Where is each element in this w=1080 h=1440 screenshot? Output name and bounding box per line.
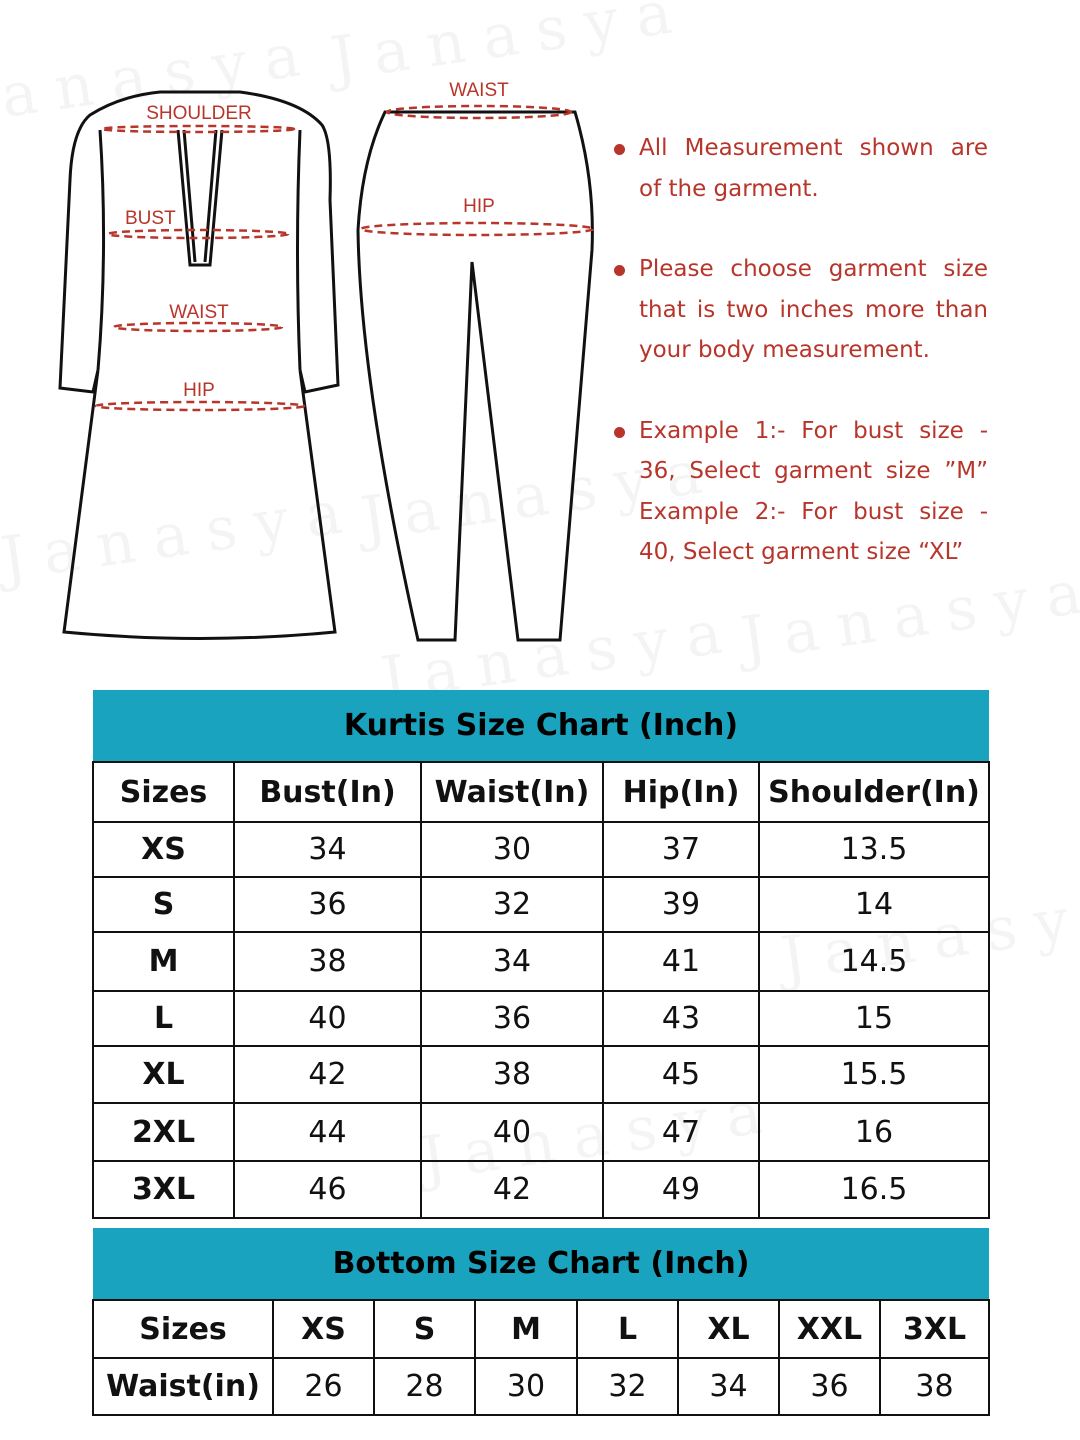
value-cell: 38 bbox=[878, 1357, 991, 1416]
header-cell: S bbox=[373, 1299, 476, 1359]
value-cell: 32 bbox=[420, 876, 604, 933]
header-cell: Sizes bbox=[92, 1299, 274, 1359]
value-cell: 30 bbox=[420, 821, 604, 878]
note-item: All Measurement shown are of the garment… bbox=[612, 128, 988, 209]
header-cell: Hip(In) bbox=[602, 761, 760, 823]
value-cell: 39 bbox=[602, 876, 760, 933]
label-pant-waist: WAIST bbox=[449, 80, 509, 101]
value-cell: 44 bbox=[233, 1102, 422, 1162]
value-cell: 38 bbox=[233, 931, 422, 992]
kurti-table-title: Kurtis Size Chart (Inch) bbox=[93, 690, 989, 762]
kurti-outline bbox=[58, 90, 340, 640]
size-notes: All Measurement shown are of the garment… bbox=[612, 128, 988, 573]
value-cell: 40 bbox=[233, 990, 422, 1047]
pant-waist-line bbox=[385, 104, 573, 120]
kurti-size-table: Kurtis Size Chart (Inch) Sizes Bust(In) … bbox=[92, 690, 990, 1219]
pant-hip-line bbox=[359, 221, 595, 237]
table-row: XL 42 38 45 15.5 bbox=[92, 1045, 990, 1104]
value-cell: 13.5 bbox=[758, 821, 990, 878]
table-row: XS 34 30 37 13.5 bbox=[92, 821, 990, 878]
size-cell: XS bbox=[92, 821, 235, 878]
value-cell: 34 bbox=[233, 821, 422, 878]
value-cell: 32 bbox=[576, 1357, 679, 1416]
size-cell: S bbox=[92, 876, 235, 933]
bust-line bbox=[106, 228, 290, 240]
table-header-row: Sizes XS S M L XL XXL 3XL bbox=[92, 1299, 991, 1359]
value-cell: 34 bbox=[420, 931, 604, 992]
value-cell: 46 bbox=[233, 1160, 422, 1219]
label-pant-hip: HIP bbox=[463, 196, 495, 217]
value-cell: 40 bbox=[420, 1102, 604, 1162]
value-cell: 15.5 bbox=[758, 1045, 990, 1104]
header-cell: M bbox=[474, 1299, 578, 1359]
value-cell: 49 bbox=[602, 1160, 760, 1219]
size-cell: M bbox=[92, 931, 235, 992]
value-cell: 14.5 bbox=[758, 931, 990, 992]
value-cell: 34 bbox=[677, 1357, 780, 1416]
note-item: Please choose garment size that is two i… bbox=[612, 249, 988, 371]
row-label: Waist(in) bbox=[92, 1357, 274, 1416]
header-cell: L bbox=[576, 1299, 679, 1359]
header-cell: XXL bbox=[778, 1299, 881, 1359]
header-cell: Sizes bbox=[92, 761, 235, 823]
header-cell: Bust(In) bbox=[233, 761, 422, 823]
table-row: M 38 34 41 14.5 bbox=[92, 931, 990, 992]
value-cell: 36 bbox=[233, 876, 422, 933]
hip-line bbox=[94, 400, 306, 412]
value-cell: 36 bbox=[420, 990, 604, 1047]
value-cell: 42 bbox=[420, 1160, 604, 1219]
note-item: Example 1:- For bust size - 36, Select g… bbox=[612, 411, 988, 573]
header-cell: XS bbox=[272, 1299, 375, 1359]
value-cell: 26 bbox=[272, 1357, 375, 1416]
value-cell: 42 bbox=[233, 1045, 422, 1104]
value-cell: 43 bbox=[602, 990, 760, 1047]
size-cell: 2XL bbox=[92, 1102, 235, 1162]
garment-diagram: SHOULDER BUST WAIST HIP WAIST HIP bbox=[58, 80, 595, 642]
value-cell: 38 bbox=[420, 1045, 604, 1104]
value-cell: 41 bbox=[602, 931, 760, 992]
value-cell: 16 bbox=[758, 1102, 990, 1162]
table-row: Waist(in) 26 28 30 32 34 36 38 bbox=[92, 1357, 991, 1416]
header-cell: Waist(In) bbox=[420, 761, 604, 823]
value-cell: 28 bbox=[373, 1357, 476, 1416]
pant-outline bbox=[356, 110, 594, 642]
table-header-row: Sizes Bust(In) Waist(In) Hip(In) Shoulde… bbox=[92, 761, 990, 823]
size-cell: L bbox=[92, 990, 235, 1047]
bottom-size-table: Bottom Size Chart (Inch) Sizes XS S M L XL XXL… bbox=[92, 1228, 991, 1416]
value-cell: 37 bbox=[602, 821, 760, 878]
waist-line bbox=[112, 321, 284, 333]
table-row: S 36 32 39 14 bbox=[92, 876, 990, 933]
size-cell: XL bbox=[92, 1045, 235, 1104]
value-cell: 30 bbox=[474, 1357, 578, 1416]
value-cell: 14 bbox=[758, 876, 990, 933]
header-cell: Shoulder(In) bbox=[758, 761, 990, 823]
value-cell: 15 bbox=[758, 990, 990, 1047]
header-cell: XL bbox=[677, 1299, 780, 1359]
label-hip: HIP bbox=[183, 380, 215, 401]
header-cell: 3XL bbox=[878, 1299, 991, 1359]
shoulder-line bbox=[100, 124, 296, 134]
value-cell: 36 bbox=[778, 1357, 881, 1416]
table-row: 3XL 46 42 49 16.5 bbox=[92, 1160, 990, 1219]
label-shoulder: SHOULDER bbox=[146, 103, 252, 124]
value-cell: 16.5 bbox=[758, 1160, 990, 1219]
size-cell: 3XL bbox=[92, 1160, 235, 1219]
value-cell: 45 bbox=[602, 1045, 760, 1104]
bottom-table-title: Bottom Size Chart (Inch) bbox=[93, 1228, 990, 1300]
label-waist: WAIST bbox=[169, 302, 229, 323]
label-bust: BUST bbox=[125, 208, 176, 229]
value-cell: 47 bbox=[602, 1102, 760, 1162]
table-row: 2XL 44 40 47 16 bbox=[92, 1102, 990, 1162]
table-row: L 40 36 43 15 bbox=[92, 990, 990, 1047]
